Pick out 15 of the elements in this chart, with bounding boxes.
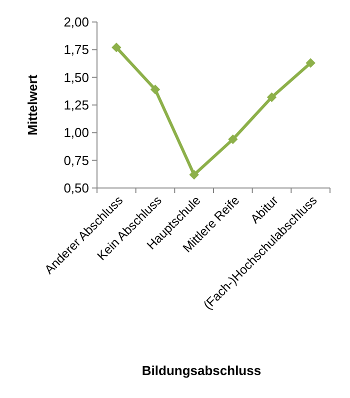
point — [228, 134, 238, 144]
point — [150, 84, 160, 94]
point — [306, 58, 316, 68]
x-axis-title: Bildungsabschluss — [142, 363, 262, 378]
point — [112, 42, 122, 52]
y-tick-label: 1,25 — [64, 98, 89, 113]
y-tick-label: 1,00 — [64, 125, 89, 140]
y-tick-label: 0,50 — [64, 180, 89, 196]
y-tick-label: 1,50 — [64, 70, 89, 85]
point — [189, 170, 199, 180]
y-axis-title: Mittelwert — [25, 74, 40, 136]
point — [266, 92, 277, 102]
y-tick-label: 1,75 — [64, 42, 89, 58]
y-tick-label: 0,75 — [64, 152, 89, 168]
y-tick-label: 2,00 — [64, 14, 89, 30]
